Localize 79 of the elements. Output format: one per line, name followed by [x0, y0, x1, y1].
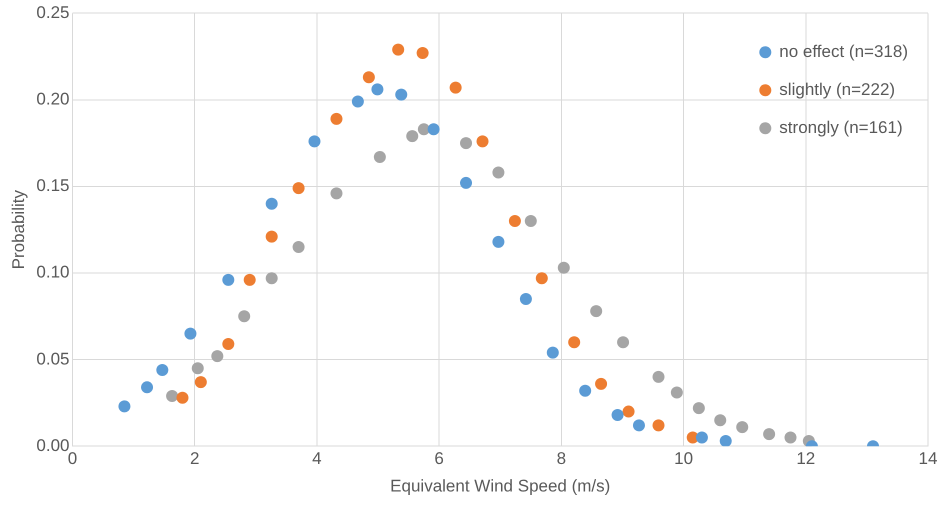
y-tick-label: 0.00: [36, 436, 70, 455]
point: [579, 384, 592, 397]
legend-label: slightly (n=222): [779, 80, 896, 99]
point: [622, 406, 635, 418]
point: [292, 241, 305, 254]
point: [238, 310, 250, 322]
legend-label: no effect (n=318): [779, 42, 908, 61]
point: [308, 135, 320, 148]
point: [406, 130, 418, 142]
x-tick-label: 6: [434, 449, 444, 468]
point: [222, 338, 234, 350]
point: [141, 381, 154, 394]
point: [416, 47, 429, 60]
point: [266, 198, 278, 210]
x-tick-label: 14: [918, 449, 938, 468]
point: [612, 409, 624, 422]
point: [492, 236, 504, 248]
point: [222, 274, 234, 286]
point: [460, 137, 472, 150]
point: [476, 135, 489, 148]
point: [524, 215, 537, 228]
point: [652, 419, 665, 432]
x-tick-label: 8: [556, 449, 566, 468]
y-tick-label: 0.20: [36, 89, 70, 108]
point: [558, 262, 570, 274]
y-tick-label: 0.10: [36, 262, 70, 282]
x-tick-label: 2: [190, 449, 200, 468]
point: [118, 400, 130, 412]
point: [632, 419, 645, 432]
y-tick-label: 0.25: [36, 2, 70, 22]
point: [536, 272, 548, 284]
point: [763, 428, 776, 440]
point: [192, 362, 204, 374]
point: [352, 96, 364, 108]
point: [492, 166, 504, 179]
point: [395, 88, 408, 101]
point: [784, 432, 797, 444]
point: [330, 187, 342, 200]
legend-label: strongly (n=161): [779, 118, 903, 137]
point: [244, 274, 256, 286]
point: [520, 292, 532, 305]
y-tick-label: 0.05: [36, 349, 70, 368]
point: [720, 435, 732, 446]
point: [371, 83, 384, 96]
x-tick-label: 4: [312, 449, 322, 468]
point: [184, 328, 196, 340]
point: [692, 402, 705, 414]
point: [292, 182, 305, 194]
point: [194, 376, 207, 388]
point: [617, 336, 630, 348]
point: [696, 432, 708, 444]
point: [166, 390, 178, 402]
point: [362, 71, 375, 84]
point: [568, 336, 580, 348]
point: [392, 44, 404, 56]
y-tick-label: 0.15: [36, 176, 70, 196]
point: [176, 392, 188, 404]
x-axis-title: Equivalent Wind Speed (m/s): [390, 476, 610, 496]
point: [460, 176, 472, 189]
point: [652, 370, 665, 383]
point: [450, 82, 462, 94]
point: [266, 230, 278, 243]
point: [736, 421, 748, 434]
point: [508, 215, 521, 228]
point: [595, 378, 608, 390]
point: [670, 386, 683, 399]
point: [428, 123, 440, 136]
x-tick-label: 12: [796, 449, 816, 468]
y-axis-title: Probability: [8, 190, 28, 270]
x-tick-label: 10: [674, 449, 694, 468]
point: [374, 150, 386, 163]
point: [330, 112, 342, 125]
point: [156, 364, 168, 376]
point: [211, 350, 224, 362]
x-tick-label: 0: [68, 449, 78, 468]
point: [590, 305, 602, 318]
point: [714, 414, 726, 426]
point: [266, 272, 278, 284]
point: [546, 346, 559, 359]
